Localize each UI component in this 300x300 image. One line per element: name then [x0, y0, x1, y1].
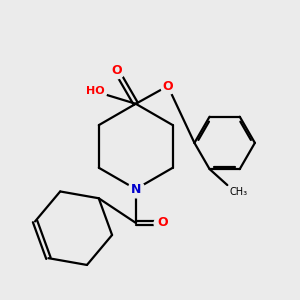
Text: O: O: [163, 80, 173, 92]
Text: N: N: [130, 183, 141, 196]
Text: HO: HO: [85, 86, 104, 96]
Text: O: O: [157, 216, 168, 230]
Text: O: O: [111, 64, 122, 76]
Text: CH₃: CH₃: [229, 187, 247, 197]
